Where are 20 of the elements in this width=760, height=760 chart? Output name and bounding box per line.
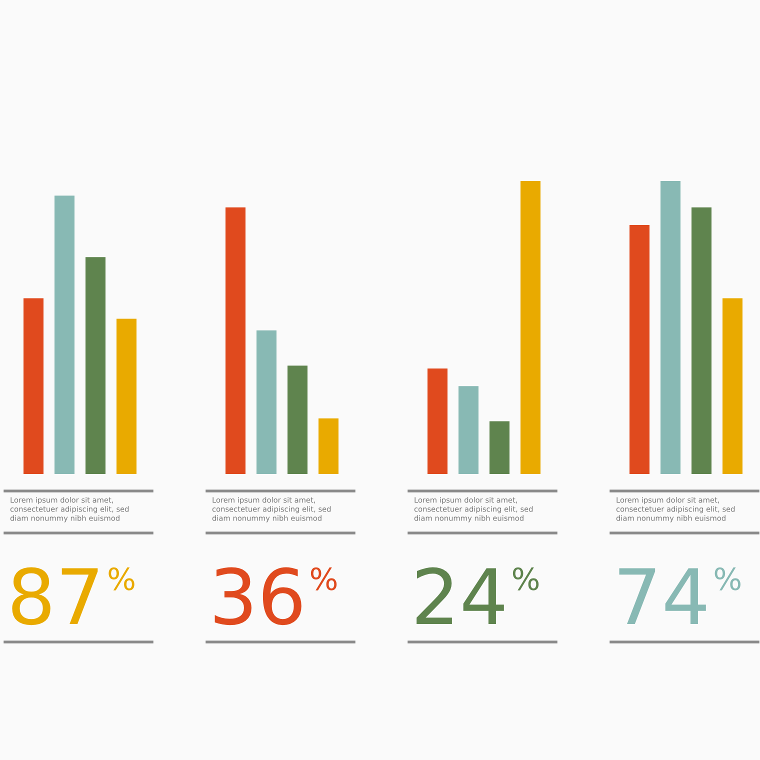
bar	[226, 207, 246, 474]
bar	[692, 207, 712, 474]
text: 87%	[12, 567, 134, 626]
bar	[256, 330, 276, 474]
bar	[520, 181, 540, 474]
bar	[318, 418, 338, 474]
bar	[86, 257, 106, 474]
text: 24%	[416, 567, 539, 624]
bar	[24, 298, 44, 474]
bar	[630, 224, 650, 474]
bar	[722, 298, 742, 474]
text: 36%	[214, 567, 337, 626]
bar	[54, 196, 74, 474]
text: 74%	[619, 567, 740, 624]
bar	[116, 318, 136, 474]
bar	[288, 366, 308, 474]
bar	[660, 181, 680, 474]
bar	[428, 368, 448, 474]
bar	[490, 421, 510, 474]
bar	[458, 386, 478, 474]
